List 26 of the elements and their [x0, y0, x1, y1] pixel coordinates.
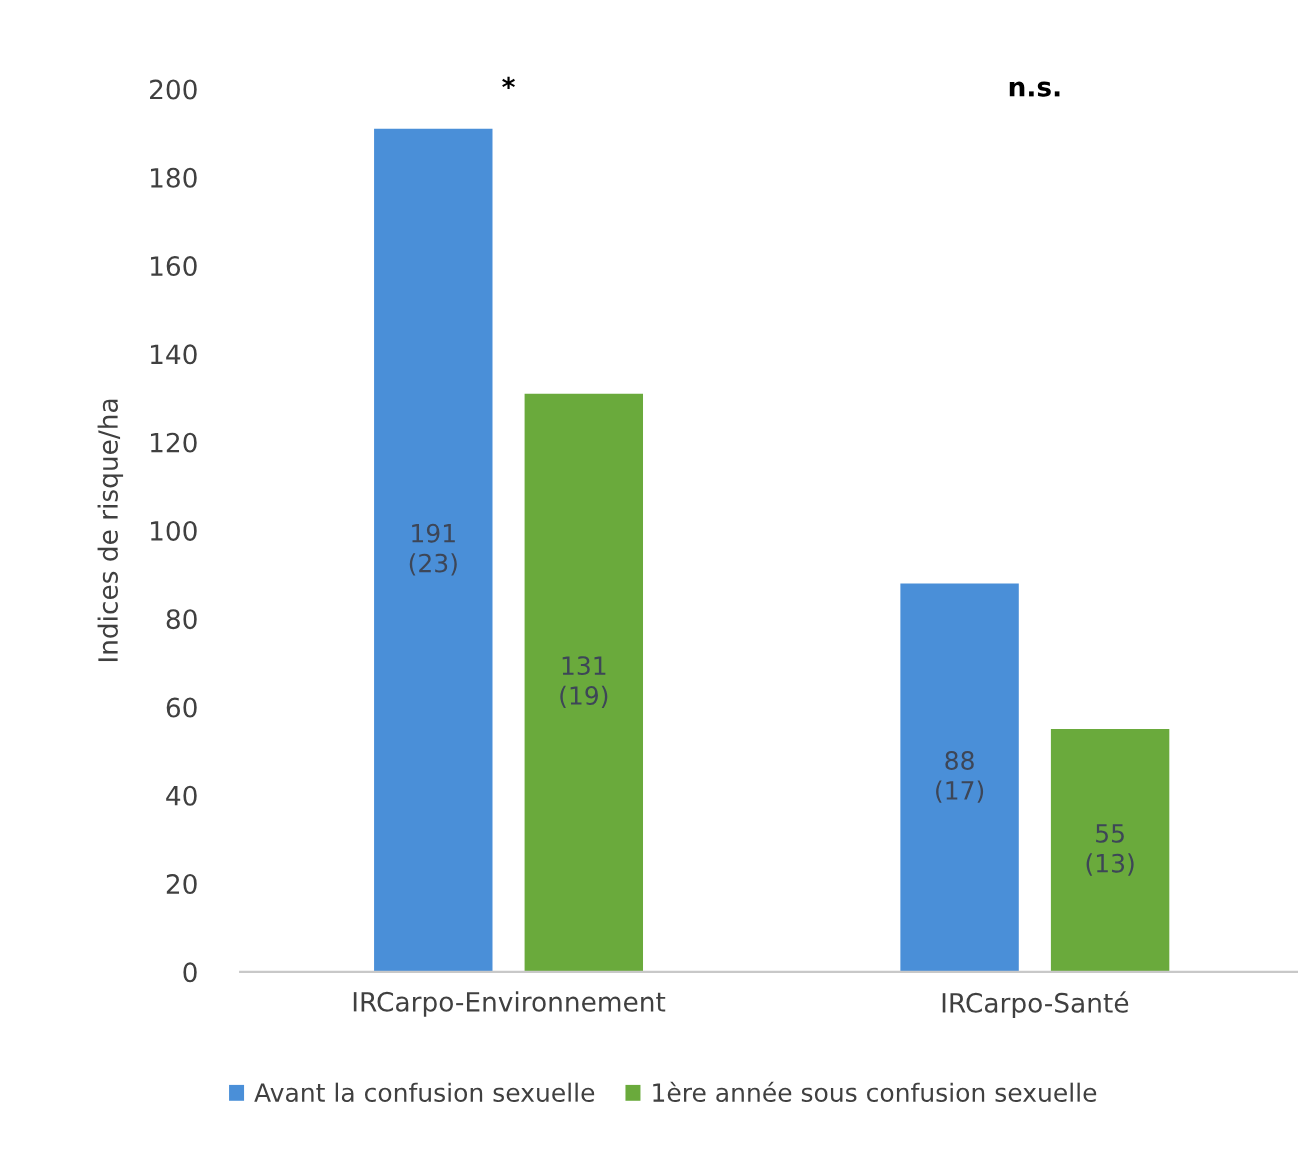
data-label: 88 (17)	[936, 751, 984, 803]
y-tick-label: 120	[150, 432, 197, 453]
y-tick-label: 80	[166, 609, 197, 630]
x-tick-label: IRCarpo-Santé	[942, 991, 1129, 1018]
bar	[524, 393, 644, 972]
legend-label: 1ère année sous confusion sexuelle	[653, 1081, 1097, 1103]
text: *	[502, 76, 515, 90]
y-tick-label: 140	[150, 344, 197, 365]
data-label: 131 (19)	[560, 656, 608, 708]
bar	[374, 128, 493, 972]
x-tick-label: IRCarpo-Environnement	[353, 991, 666, 1017]
y-tick-label: 20	[166, 874, 197, 894]
bar	[1050, 729, 1170, 972]
y-tick-label: 0	[183, 962, 197, 983]
y-axis-title: Indices de risque/ha	[97, 399, 124, 662]
y-tick-label: 180	[150, 167, 197, 188]
legend-label: Avant la confusion sexuelle	[254, 1082, 595, 1103]
y-tick-label: 160	[150, 256, 197, 277]
y-tick-label: 100	[150, 520, 197, 541]
annotation: n.s.	[1009, 81, 1060, 97]
bar	[900, 583, 1019, 972]
y-tick-label: 40	[166, 785, 197, 806]
data-label: 191 (23)	[409, 523, 457, 576]
y-tick-label: 60	[166, 697, 197, 718]
data-label: 55 (13)	[1086, 824, 1134, 876]
y-tick-label: 200	[150, 79, 197, 100]
